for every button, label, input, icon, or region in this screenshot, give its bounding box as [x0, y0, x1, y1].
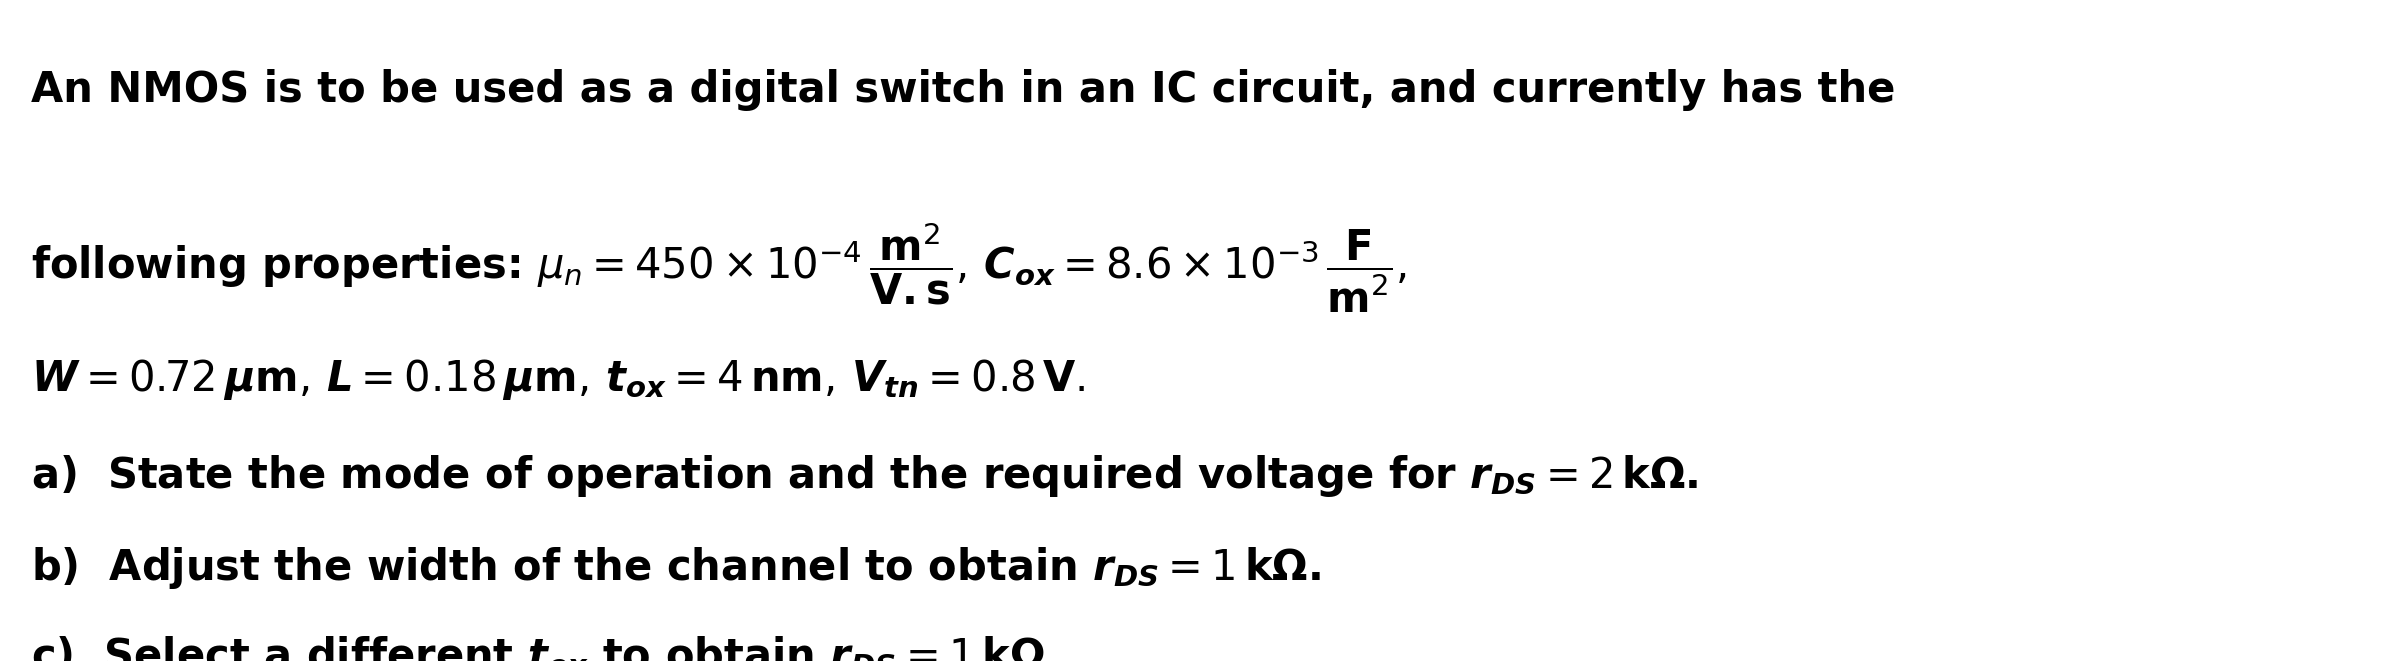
Text: c)  Select a different $\boldsymbol{t}_{\boldsymbol{ox}}$ to obtain $\boldsymbol: c) Select a different $\boldsymbol{t}_{\… — [31, 635, 1057, 661]
Text: $\boldsymbol{W} = 0.72\,\boldsymbol{\mu}\mathbf{m},\, \boldsymbol{L} = 0.18\,\bo: $\boldsymbol{W} = 0.72\,\boldsymbol{\mu}… — [31, 357, 1086, 402]
Text: b)  Adjust the width of the channel to obtain $\boldsymbol{r}_{\boldsymbol{DS}} : b) Adjust the width of the channel to ob… — [31, 545, 1320, 592]
Text: a)  State the mode of operation and the required voltage for $\boldsymbol{r}_{\b: a) State the mode of operation and the r… — [31, 453, 1698, 499]
Text: following properties: $\boldsymbol{\mu_n} = 450 \times 10^{-4}\,\dfrac{\mathbf{m: following properties: $\boldsymbol{\mu_n… — [31, 221, 1406, 315]
Text: An NMOS is to be used as a digital switch in an IC circuit, and currently has th: An NMOS is to be used as a digital switc… — [31, 69, 1894, 112]
